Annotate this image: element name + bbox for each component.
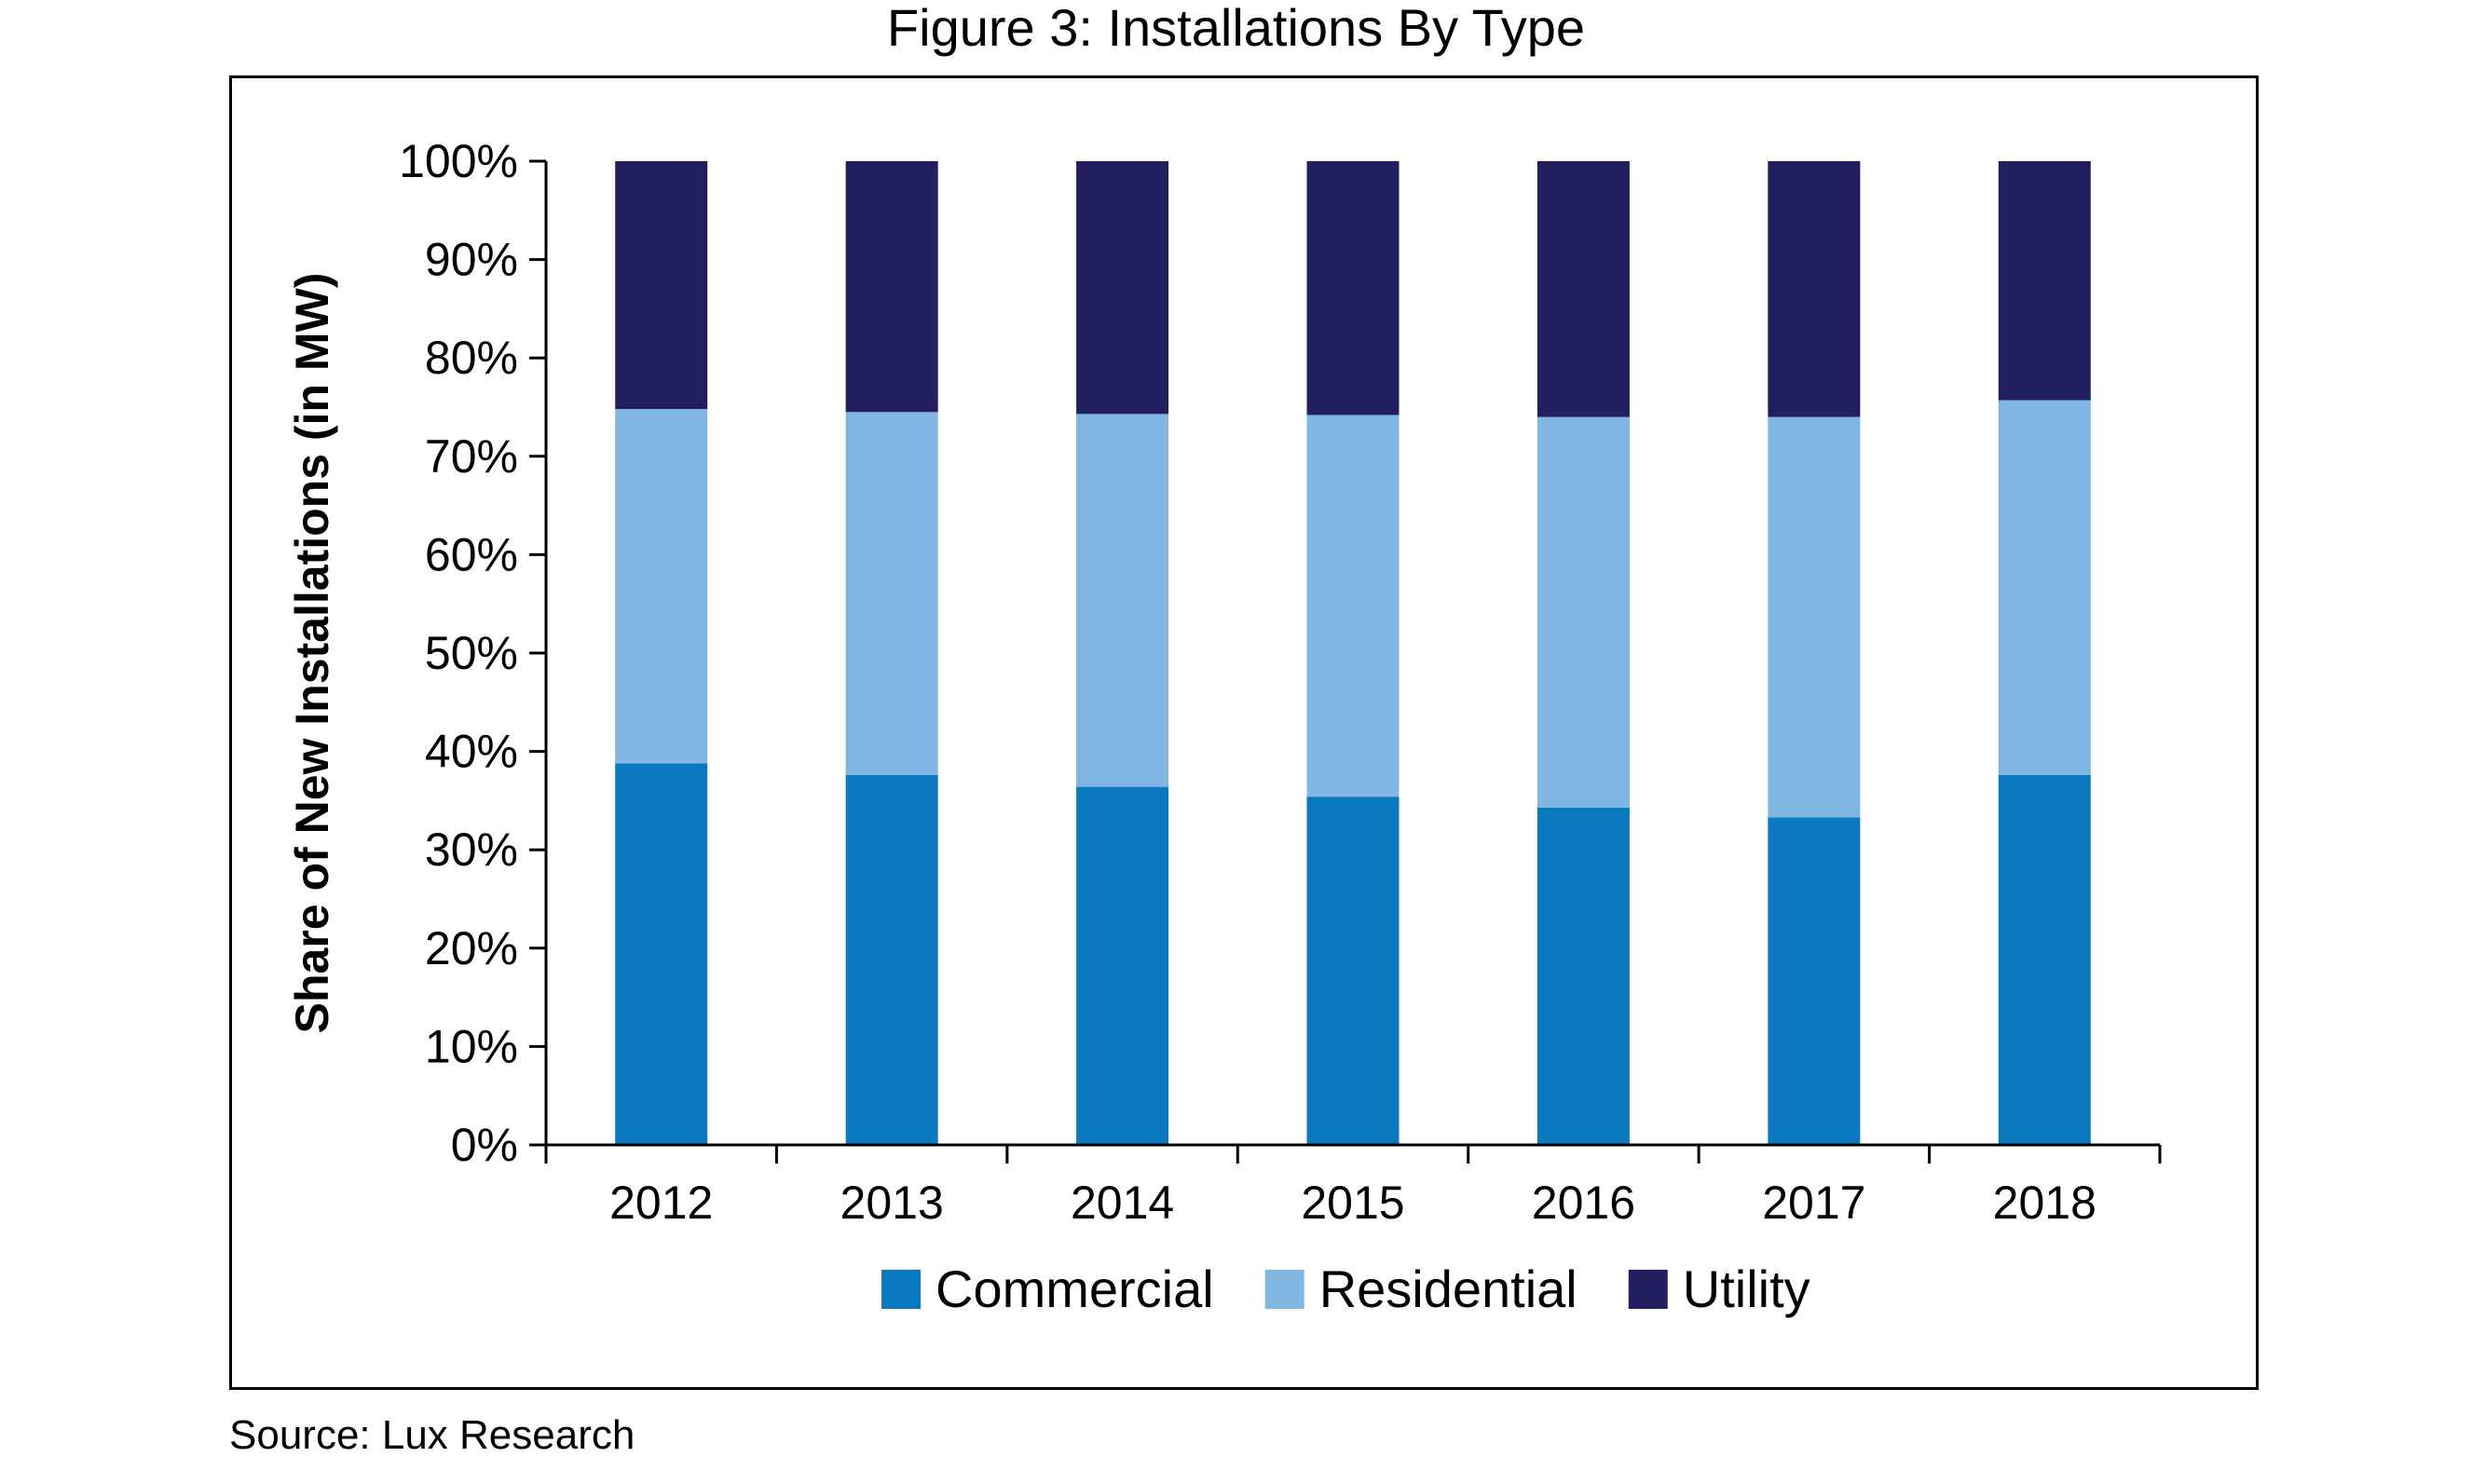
bar-commercial-2012: [615, 763, 708, 1145]
bar-commercial-2015: [1306, 796, 1400, 1145]
bar-commercial-2018: [1998, 774, 2091, 1145]
bar-utility-2017: [1768, 161, 1861, 417]
y-tick-label: 60%: [425, 528, 518, 580]
bar-residential-2015: [1306, 415, 1400, 797]
x-tick-label-2016: 2016: [1532, 1177, 1635, 1229]
x-tick-label-2012: 2012: [609, 1177, 713, 1229]
bar-commercial-2017: [1768, 817, 1861, 1145]
x-tick-label-2017: 2017: [1762, 1177, 1865, 1229]
bar-residential-2014: [1076, 414, 1169, 787]
y-tick-label: 100%: [399, 135, 518, 187]
source-note: Source: Lux Research: [229, 1412, 635, 1458]
bar-residential-2012: [615, 409, 708, 764]
y-tick-label: 50%: [425, 627, 518, 679]
bar-residential-2018: [1998, 400, 2091, 775]
y-tick-label: 20%: [425, 922, 518, 974]
y-axis-title: Share of New Installations (in MW): [286, 273, 338, 1034]
legend-label-commercial: Commercial: [936, 1259, 1214, 1318]
y-tick-label: 30%: [425, 824, 518, 876]
y-tick-label: 90%: [425, 234, 518, 286]
bar-residential-2016: [1536, 416, 1630, 808]
y-tick-label: 40%: [425, 726, 518, 778]
legend-label-residential: Residential: [1319, 1259, 1577, 1318]
y-tick-label: 70%: [425, 430, 518, 483]
chart-frame: [229, 75, 2259, 1390]
legend-swatch-utility: [1628, 1270, 1668, 1309]
ticks-layer: 0% 10% 20% 30% 40% 50% 60% 70% 80% 90% 100% 2012 201…: [399, 135, 2162, 1229]
bar-utility-2015: [1306, 161, 1400, 415]
y-tick-label: 80%: [425, 332, 518, 384]
bar-residential-2013: [845, 412, 938, 775]
x-tick-label-2014: 2014: [1071, 1177, 1174, 1229]
y-tick-label: 10%: [425, 1020, 518, 1072]
x-tick-label-2013: 2013: [840, 1177, 944, 1229]
x-tick-label-2018: 2018: [1993, 1177, 2096, 1229]
legend-swatch-residential: [1264, 1270, 1304, 1309]
bar-utility-2014: [1076, 161, 1169, 415]
legend-label-utility: Utility: [1683, 1259, 1810, 1318]
bar-commercial-2014: [1076, 786, 1169, 1145]
bar-commercial-2013: [845, 774, 938, 1145]
legend: Commercial Residential Utility: [881, 1259, 1810, 1318]
bar-utility-2012: [615, 161, 708, 410]
bars-layer: [615, 161, 2091, 1145]
figure-title: Figure 3: Installations By Type: [886, 0, 1586, 57]
bar-utility-2018: [1998, 161, 2091, 401]
x-tick-label-2015: 2015: [1301, 1177, 1404, 1229]
bar-utility-2013: [845, 161, 938, 413]
y-tick-label: 0%: [451, 1119, 518, 1171]
legend-swatch-commercial: [881, 1270, 921, 1309]
bar-residential-2017: [1768, 416, 1861, 818]
bar-commercial-2016: [1536, 807, 1630, 1145]
bar-utility-2016: [1536, 161, 1630, 417]
